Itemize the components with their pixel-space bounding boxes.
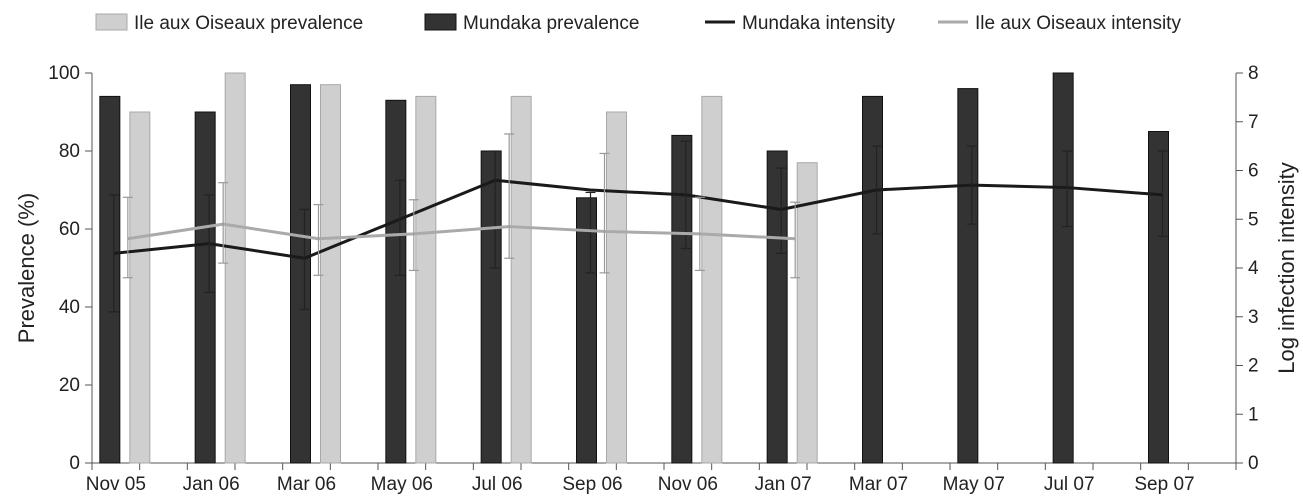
y-left-tick-label: 40	[59, 297, 80, 318]
line-ile-aux-oiseaux-intensity	[127, 222, 796, 241]
y-left-tick-label: 80	[59, 141, 80, 162]
bar-mundaka-prevalence	[290, 84, 311, 464]
bar-mundaka-prevalence	[1148, 131, 1169, 464]
x-tick-label: May 06	[371, 474, 433, 495]
bar-mundaka-prevalence	[194, 111, 216, 464]
y-right-tick-label: 8	[1248, 63, 1259, 84]
bar-ile-aux-oiseaux-prevalence	[796, 162, 818, 464]
y-left-tick-label: 60	[59, 219, 80, 240]
y-right-tick-label: 5	[1248, 209, 1259, 230]
bar-mundaka-prevalence	[576, 197, 597, 464]
bar-mundaka-prevalence	[862, 95, 883, 464]
bar-mundaka-prevalence	[385, 99, 407, 464]
x-tick-label: Sep 07	[1134, 474, 1194, 495]
y-right-tick-label: 7	[1248, 112, 1259, 133]
y-right-tick-label: 4	[1248, 258, 1259, 279]
bar-mundaka-prevalence	[671, 134, 693, 464]
x-tick-label: Jan 06	[183, 474, 240, 495]
bar-mundaka-prevalence	[766, 150, 788, 464]
y-right-tick-label: 6	[1248, 161, 1259, 182]
y-right-tick-label: 2	[1248, 356, 1259, 377]
y-left-tick-label: 100	[48, 63, 80, 84]
x-tick-label: Nov 06	[658, 474, 718, 495]
legend-label-ile-aux-oiseaux-prevalence: Ile aux Oiseaux prevalence	[134, 13, 363, 34]
x-tick-label: Jul 07	[1044, 474, 1095, 495]
x-tick-label: Sep 06	[562, 474, 622, 495]
bar-ile-aux-oiseaux-prevalence	[320, 84, 341, 464]
x-tick-label: Jul 06	[472, 474, 523, 495]
y-right-tick-label: 1	[1248, 404, 1259, 425]
bar-ile-aux-oiseaux-prevalence	[129, 111, 151, 464]
legend-label-mundaka-intensity: Mundaka intensity	[742, 13, 896, 34]
bar-ile-aux-oiseaux-prevalence	[415, 95, 437, 464]
line-mundaka-intensity	[113, 178, 1163, 260]
bar-ile-aux-oiseaux-prevalence	[510, 95, 532, 464]
x-tick-label: May 07	[943, 474, 1005, 495]
bar-mundaka-prevalence	[957, 88, 979, 464]
legend-swatch-mundaka-prevalence	[424, 13, 457, 31]
y-left-tick-label: 20	[59, 375, 80, 396]
x-tick-label: Mar 07	[849, 474, 908, 495]
bar-mundaka-prevalence	[1052, 72, 1074, 464]
legend-label-ile-aux-oiseaux-intensity: Ile aux Oiseaux intensity	[975, 13, 1181, 34]
x-tick-label: Mar 06	[277, 474, 336, 495]
y-axis-left-title: Prevalence (%)	[14, 193, 39, 343]
bar-mundaka-prevalence	[480, 150, 502, 464]
x-tick-label: Nov 05	[86, 474, 146, 495]
bar-ile-aux-oiseaux-prevalence	[224, 72, 246, 464]
legend-swatch-ile-aux-oiseaux-prevalence	[95, 13, 128, 31]
bar-mundaka-prevalence	[99, 95, 121, 464]
legend-label-mundaka-prevalence: Mundaka prevalence	[463, 13, 639, 34]
y-left-tick-label: 0	[69, 453, 80, 474]
bar-ile-aux-oiseaux-prevalence	[701, 95, 723, 464]
x-tick-label: Jan 07	[755, 474, 812, 495]
bar-ile-aux-oiseaux-prevalence	[606, 111, 627, 464]
y-right-tick-label: 3	[1248, 307, 1259, 328]
y-right-tick-label: 0	[1248, 453, 1259, 474]
y-axis-right-title: Log infection intensity	[1274, 162, 1299, 374]
